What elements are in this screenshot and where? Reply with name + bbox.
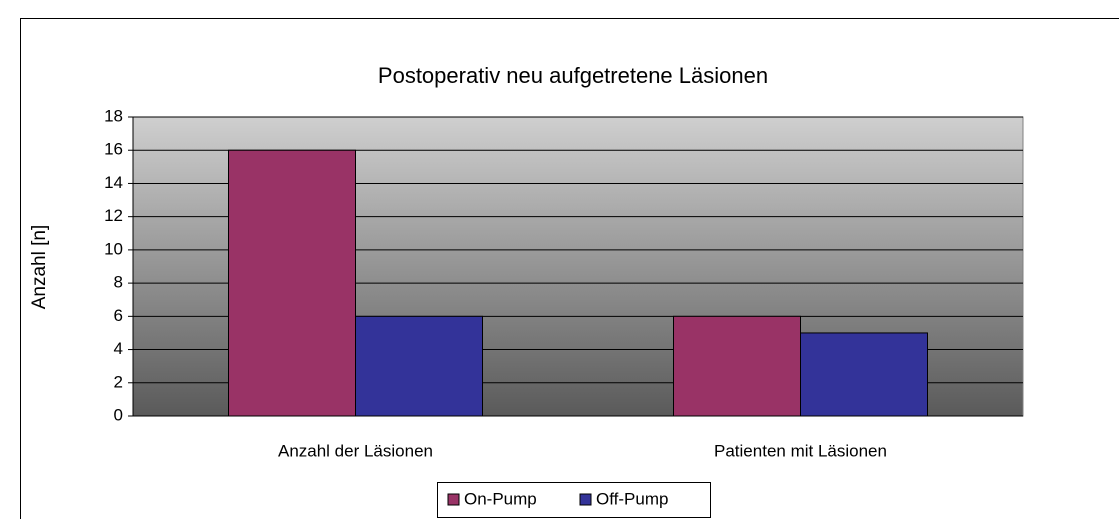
y-tick-label: 10 bbox=[104, 239, 123, 258]
y-tick-label: 12 bbox=[104, 206, 123, 225]
bar bbox=[228, 149, 356, 417]
y-tick-label: 14 bbox=[104, 173, 123, 192]
legend-swatch bbox=[447, 493, 460, 506]
bar bbox=[800, 332, 928, 417]
y-axis-label: Anzahl [n] bbox=[29, 225, 50, 310]
y-tick-label: 8 bbox=[114, 273, 123, 292]
legend-box bbox=[437, 482, 711, 518]
legend-label: Off-Pump bbox=[596, 489, 668, 508]
x-tick-label: Anzahl der Läsionen bbox=[278, 441, 433, 460]
bar bbox=[673, 315, 801, 417]
y-tick-label: 4 bbox=[114, 339, 123, 358]
y-tick-label: 0 bbox=[114, 405, 123, 424]
chart-title: Postoperativ neu aufgetretene Läsionen bbox=[378, 63, 768, 88]
x-tick-label: Patienten mit Läsionen bbox=[714, 441, 887, 460]
y-tick-label: 6 bbox=[114, 306, 123, 325]
y-tick-label: 18 bbox=[104, 106, 123, 125]
y-tick-label: 2 bbox=[114, 372, 123, 391]
legend-label: On-Pump bbox=[464, 489, 537, 508]
legend-swatch bbox=[579, 493, 592, 506]
y-tick-label: 16 bbox=[104, 140, 123, 159]
bar bbox=[355, 315, 483, 417]
